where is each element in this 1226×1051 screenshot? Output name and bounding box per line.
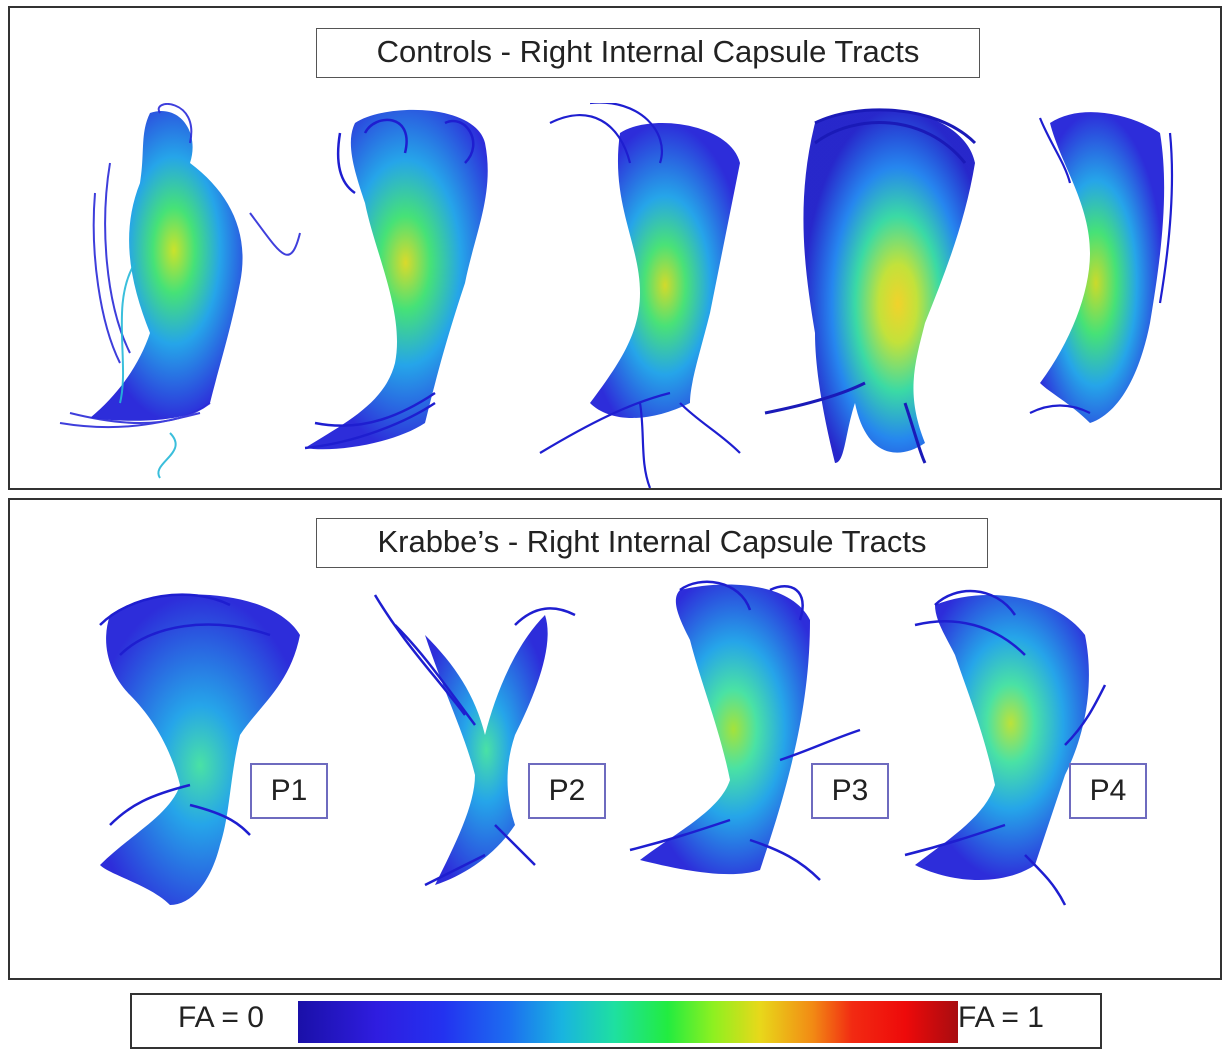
control-tract-5 [1029, 112, 1174, 423]
colorbar-min-label: FA = 0 [178, 1001, 264, 1034]
controls-panel: Controls - Right Internal Capsule Tracts [8, 6, 1222, 490]
patient-label-p3: P3 [811, 763, 889, 819]
patient-tract-p4 [904, 589, 1107, 906]
colorbar-gradient [298, 1001, 958, 1043]
patient-label-p4: P4 [1069, 763, 1147, 819]
patient-tract-p2 [373, 594, 576, 887]
krabbe-title: Krabbe’s - Right Internal Capsule Tracts [316, 518, 988, 568]
controls-title: Controls - Right Internal Capsule Tracts [316, 28, 980, 78]
control-tract-4 [764, 108, 977, 464]
patient-label-p2: P2 [528, 763, 606, 819]
control-tract-1 [59, 103, 301, 479]
colorbar-max-label: FA = 1 [958, 1001, 1044, 1034]
patient-tract-p1 [99, 593, 300, 905]
control-tract-3 [539, 103, 741, 489]
patient-tract-p3 [629, 580, 861, 881]
patient-label-p1: P1 [250, 763, 328, 819]
fa-colorbar: FA = 0 FA = 1 [130, 993, 1102, 1049]
control-tract-2 [304, 109, 488, 450]
krabbe-panel: Krabbe’s - Right Internal Capsule Tracts… [8, 498, 1222, 980]
